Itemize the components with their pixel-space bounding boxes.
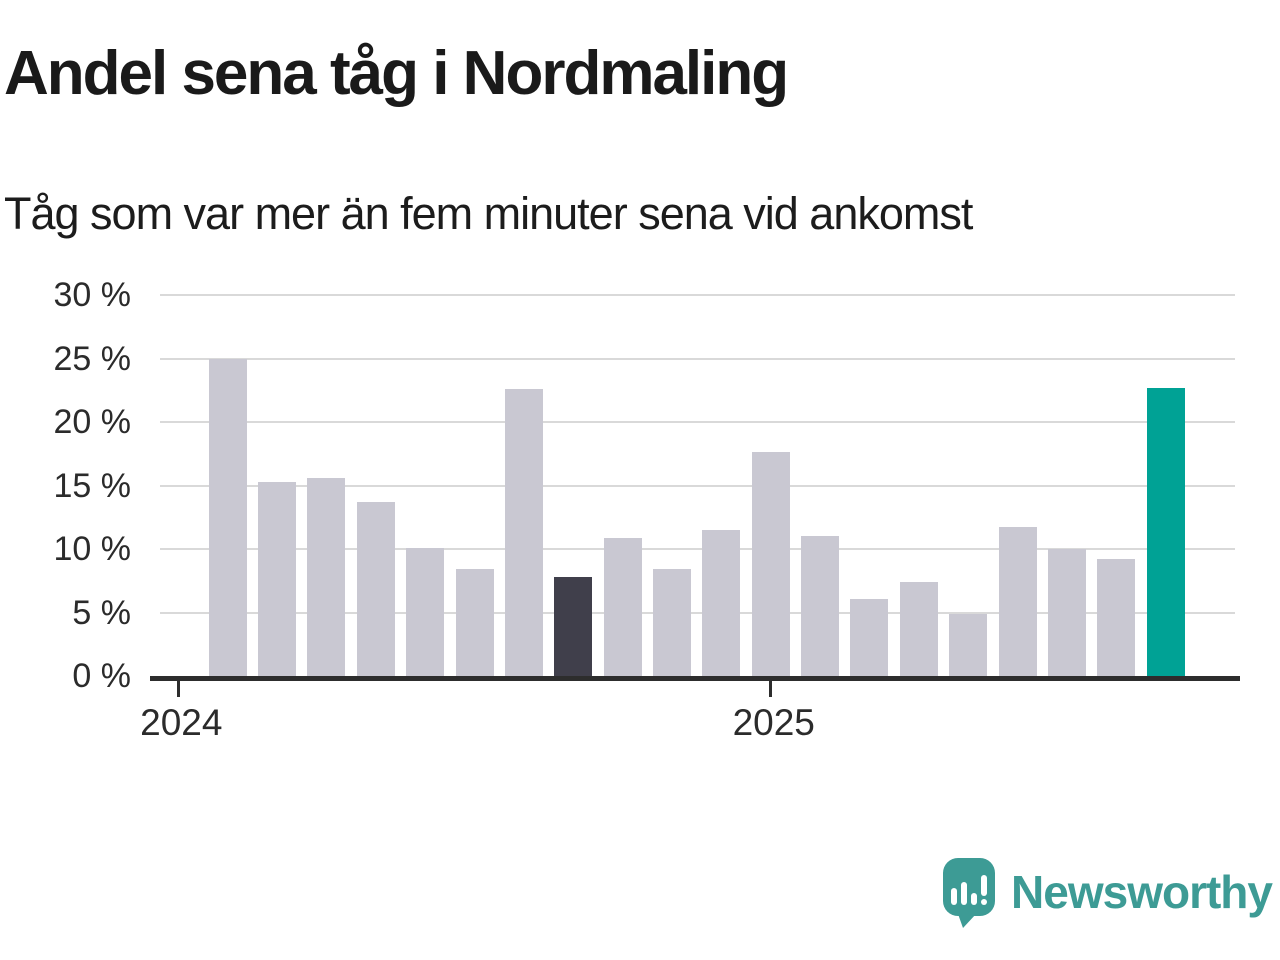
bar-mar-2025 <box>850 598 889 676</box>
bar-jan-2025 <box>751 452 790 676</box>
bar-jun-2025 <box>998 527 1037 676</box>
bar-okt-2024 <box>603 537 642 676</box>
bar-jul-2024 <box>455 569 494 676</box>
logo-bubble-tail <box>958 914 977 928</box>
logo-exclamation <box>981 875 988 905</box>
chart-title: Andel sena tåg i Nordmaling <box>4 39 789 108</box>
y-tick-label-25: 25 % <box>53 339 132 378</box>
gridline-15 <box>160 484 1235 487</box>
y-tick-label-10: 10 % <box>53 530 132 568</box>
bar-maj-2025 <box>949 613 988 676</box>
x-tick-2024 <box>176 681 180 697</box>
plot-area <box>160 294 1235 676</box>
y-tick-label-20: 20 % <box>53 403 132 441</box>
bar-aug-2025 <box>1097 559 1136 676</box>
bar-maj-2024 <box>356 502 395 676</box>
chart-subtitle: Tåg som var mer än fem minuter sena vid … <box>4 188 973 239</box>
bar-sep-2025 <box>1146 387 1185 676</box>
gridline-10 <box>160 548 1235 550</box>
logo-bar-2 <box>961 882 968 905</box>
logo-bar-1 <box>951 888 958 905</box>
x-tick-2025 <box>769 681 773 697</box>
newsworthy-chart-bubble-icon <box>943 856 996 928</box>
logo-bubble-shape <box>943 858 996 916</box>
bar-apr-2024 <box>307 477 346 676</box>
bar-aug-2024 <box>504 388 543 676</box>
bar-feb-2025 <box>801 536 840 676</box>
gridline-30 <box>160 294 1235 296</box>
logo-bar-3 <box>971 893 978 905</box>
y-tick-label-30: 30 % <box>53 276 132 314</box>
y-tick-label-15: 15 % <box>53 466 132 505</box>
x-tick-label-2024: 2024 <box>140 702 223 743</box>
bar-apr-2025 <box>899 582 938 676</box>
gridline-25 <box>160 357 1235 360</box>
y-tick-label-5: 5 % <box>72 593 131 632</box>
bar-jun-2024 <box>406 547 445 676</box>
y-tick-label-0: 0 % <box>72 657 131 695</box>
bar-sep-2024 <box>554 576 593 676</box>
bar-nov-2024 <box>653 569 691 676</box>
bar-mar-2024 <box>258 481 297 676</box>
bar-dec-2024 <box>702 529 741 676</box>
gridline-5 <box>160 611 1235 614</box>
x-axis-line <box>150 676 1240 681</box>
bar-feb-2024 <box>208 358 247 676</box>
newsworthy-logo: Newsworthy <box>943 856 1273 928</box>
gridline-20 <box>160 421 1235 423</box>
bar-jul-2025 <box>1047 549 1086 676</box>
x-tick-label-2025: 2025 <box>732 702 815 743</box>
newsworthy-wordmark: Newsworthy <box>1011 866 1273 918</box>
